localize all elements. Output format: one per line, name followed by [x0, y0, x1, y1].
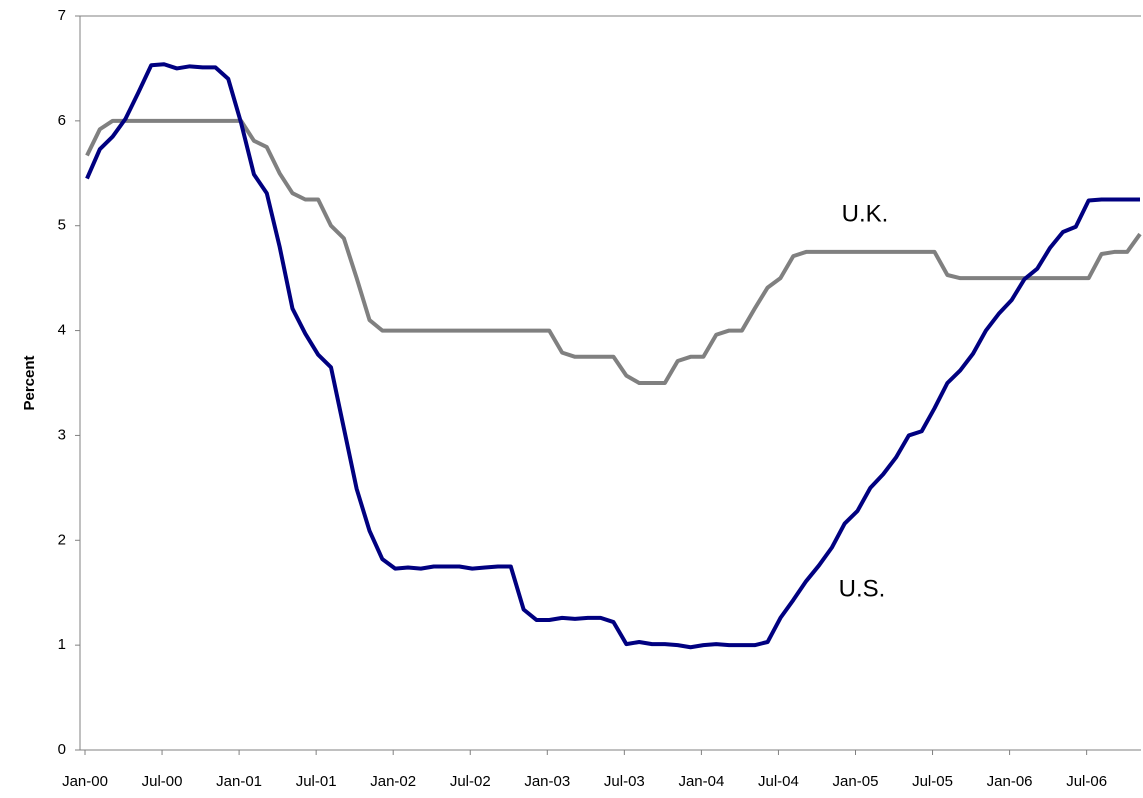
y-tick-label: 1 [58, 636, 66, 653]
x-tick-label: Jan-02 [370, 773, 416, 790]
series-annotation: U.K. [842, 200, 889, 227]
x-tick-label: Jan-01 [216, 773, 262, 790]
x-tick-label: Jul-06 [1066, 773, 1107, 790]
x-tick-label: Jan-00 [62, 773, 108, 790]
y-tick-label: 2 [58, 531, 66, 548]
x-tick-label: Jul-02 [450, 773, 491, 790]
x-tick-label: Jan-05 [833, 773, 879, 790]
series-annotation: U.S. [839, 575, 886, 602]
y-tick-label: 6 [58, 112, 66, 129]
y-tick-label: 0 [58, 741, 66, 758]
series-line [85, 118, 1142, 385]
x-tick-label: Jan-06 [987, 773, 1033, 790]
series-line [85, 62, 1140, 650]
y-tick-label: 4 [58, 322, 66, 339]
y-tick-label: 3 [58, 426, 66, 443]
y-tick-label: 5 [58, 217, 66, 234]
y-tick-label: 7 [58, 7, 66, 24]
x-tick-label: Jul-01 [296, 773, 337, 790]
x-tick-label: Jan-04 [678, 773, 724, 790]
y-axis-title: Percent [21, 355, 38, 410]
x-tick-label: Jul-04 [758, 773, 799, 790]
x-tick-label: Jul-00 [142, 773, 183, 790]
x-tick-label: Jul-05 [912, 773, 953, 790]
x-tick-label: Jul-03 [604, 773, 645, 790]
x-tick-label: Jan-03 [524, 773, 570, 790]
